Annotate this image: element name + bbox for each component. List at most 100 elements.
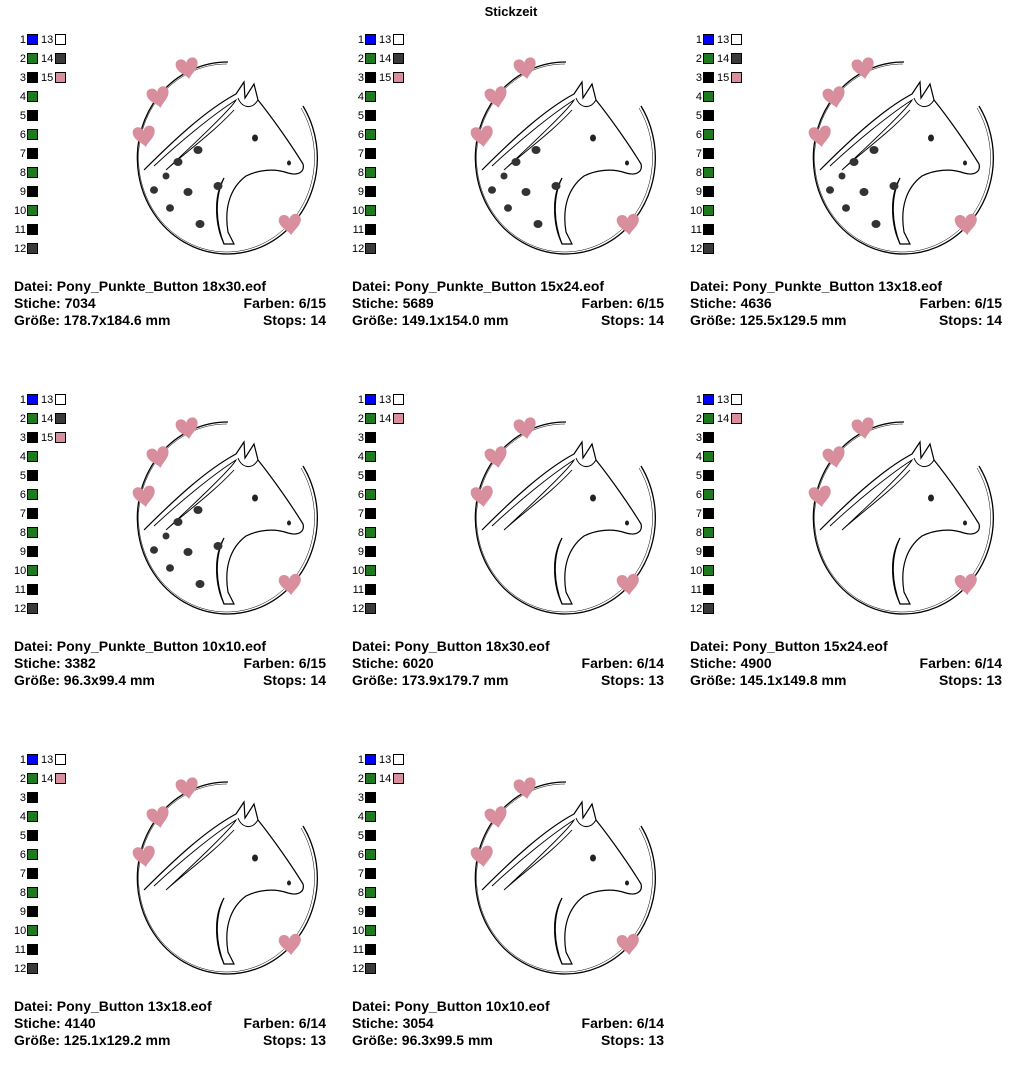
color-index: 7 bbox=[695, 148, 702, 160]
color-swatch-white bbox=[731, 34, 742, 45]
color-index: 5 bbox=[357, 470, 364, 482]
color-index: 6 bbox=[19, 129, 26, 141]
pony-eye bbox=[928, 494, 934, 502]
pony-ear bbox=[575, 817, 597, 827]
color-index: 15 bbox=[717, 72, 730, 84]
heart-icon bbox=[851, 417, 874, 439]
color-index: 3 bbox=[357, 432, 364, 444]
color-index: 10 bbox=[14, 925, 27, 937]
color-swatch-darkgray bbox=[55, 53, 66, 64]
color-index: 10 bbox=[352, 205, 365, 217]
pony-ear bbox=[913, 457, 935, 467]
color-index: 6 bbox=[695, 489, 702, 501]
heart-icon bbox=[484, 446, 507, 468]
pony-eye bbox=[252, 494, 258, 502]
color-swatch-green bbox=[27, 527, 38, 538]
color-count: 6/15 bbox=[636, 295, 664, 311]
color-index: 13 bbox=[41, 754, 54, 766]
color-index: 1 bbox=[19, 754, 26, 766]
design-card-5[interactable]: 1 13 2 14 3 4 5 6 7 8 9 10 11 12 Datei: Pony_Button bbox=[352, 370, 672, 710]
color-palette: 1 13 2 14 3 4 5 6 7 8 9 10 11 12 bbox=[14, 752, 84, 992]
stops-label: Stops: bbox=[262, 1032, 307, 1048]
design-info: Datei: Pony_Button 18x30.eof Stiche: 602… bbox=[352, 638, 664, 689]
color-swatch-green bbox=[365, 413, 376, 424]
color-swatch-darkgray bbox=[27, 603, 38, 614]
heart-icon bbox=[954, 213, 977, 236]
pony-spots bbox=[826, 146, 899, 228]
design-size: 96.3x99.5 mm bbox=[401, 1032, 493, 1048]
heart-icon bbox=[146, 806, 169, 828]
color-swatch-pink bbox=[731, 72, 742, 83]
color-swatch-black bbox=[365, 508, 376, 519]
design-card-2[interactable]: 1 13 2 14 3 15 4 5 6 7 8 9 10 11 12 bbox=[352, 10, 672, 350]
stitches-label: Stiche: bbox=[352, 655, 399, 671]
stitch-count: 7034 bbox=[64, 295, 96, 311]
stop-count: 13 bbox=[310, 1032, 326, 1048]
heart-icon bbox=[484, 806, 507, 828]
file-name: Pony_Button 10x10.eof bbox=[394, 998, 550, 1014]
color-index: 15 bbox=[41, 72, 54, 84]
color-swatch-green bbox=[27, 811, 38, 822]
color-swatch-green bbox=[27, 451, 38, 462]
color-swatch-green bbox=[365, 887, 376, 898]
color-index: 6 bbox=[19, 849, 26, 861]
color-swatch-black bbox=[365, 906, 376, 917]
file-name: Pony_Button 13x18.eof bbox=[56, 998, 212, 1014]
color-swatch-white bbox=[393, 394, 404, 405]
color-index: 2 bbox=[357, 53, 364, 65]
design-card-6[interactable]: 1 13 2 14 3 4 5 6 7 8 9 10 11 12 Datei: Pony_Button bbox=[690, 370, 1010, 710]
pony-neck bbox=[553, 537, 563, 605]
color-index: 4 bbox=[357, 811, 364, 823]
color-swatch-green bbox=[27, 489, 38, 500]
design-card-3[interactable]: 1 13 2 14 3 15 4 5 6 7 8 9 10 11 12 bbox=[690, 10, 1010, 350]
design-card-7[interactable]: 1 13 2 14 3 4 5 6 7 8 9 10 11 12 Datei: Pony_Button bbox=[14, 730, 334, 1070]
design-info: Datei: Pony_Punkte_Button 15x24.eof Stic… bbox=[352, 278, 664, 329]
design-card-8[interactable]: 1 13 2 14 3 4 5 6 7 8 9 10 11 12 Datei: Pony_Button bbox=[352, 730, 672, 1070]
design-card-4[interactable]: 1 13 2 14 3 15 4 5 6 7 8 9 10 11 12 bbox=[14, 370, 334, 710]
size-label: Größe: bbox=[352, 672, 398, 688]
size-label: Größe: bbox=[352, 312, 398, 328]
color-index: 10 bbox=[352, 925, 365, 937]
color-swatch-black bbox=[27, 868, 38, 879]
pony-nostril bbox=[963, 520, 967, 526]
design-size: 145.1x149.8 mm bbox=[739, 672, 847, 688]
heart-icon bbox=[616, 213, 639, 236]
page-title: Stickzeit bbox=[484, 4, 538, 19]
color-swatch-white bbox=[55, 34, 66, 45]
color-swatch-darkgray bbox=[27, 963, 38, 974]
color-swatch-black bbox=[365, 72, 376, 83]
heart-icon bbox=[808, 125, 831, 148]
pony-mane bbox=[829, 98, 914, 171]
design-card-1[interactable]: 1 13 2 14 3 15 4 5 6 7 8 9 10 11 12 bbox=[14, 10, 334, 350]
colors-label: Farben: bbox=[243, 1015, 295, 1031]
heart-icon bbox=[513, 777, 536, 799]
color-index: 11 bbox=[14, 584, 26, 596]
color-swatch-black bbox=[365, 944, 376, 955]
color-swatch-green bbox=[27, 849, 38, 860]
color-swatch-black bbox=[365, 110, 376, 121]
design-info: Datei: Pony_Punkte_Button 10x10.eof Stic… bbox=[14, 638, 326, 689]
design-info: Datei: Pony_Punkte_Button 18x30.eof Stic… bbox=[14, 278, 326, 329]
stitches-label: Stiche: bbox=[690, 655, 737, 671]
stops-label: Stops: bbox=[600, 312, 645, 328]
colors-label: Farben: bbox=[243, 295, 295, 311]
color-index: 13 bbox=[379, 754, 392, 766]
pony-ear bbox=[913, 97, 935, 107]
color-index: 1 bbox=[357, 34, 364, 46]
color-index: 10 bbox=[690, 205, 703, 217]
stop-count: 13 bbox=[986, 672, 1002, 688]
color-index: 7 bbox=[19, 148, 26, 160]
pony-spots bbox=[488, 146, 561, 228]
color-count: 6/14 bbox=[974, 655, 1002, 671]
color-swatch-white bbox=[55, 754, 66, 765]
size-label: Größe: bbox=[690, 672, 736, 688]
color-index: 13 bbox=[41, 34, 54, 46]
stitches-label: Stiche: bbox=[14, 655, 61, 671]
color-swatch-pink bbox=[393, 413, 404, 424]
pony-ear bbox=[575, 457, 597, 467]
stop-count: 13 bbox=[648, 672, 664, 688]
stops-label: Stops: bbox=[938, 672, 983, 688]
color-index: 12 bbox=[14, 243, 27, 255]
pony-embroidery-icon bbox=[132, 777, 318, 975]
color-index: 5 bbox=[695, 110, 702, 122]
